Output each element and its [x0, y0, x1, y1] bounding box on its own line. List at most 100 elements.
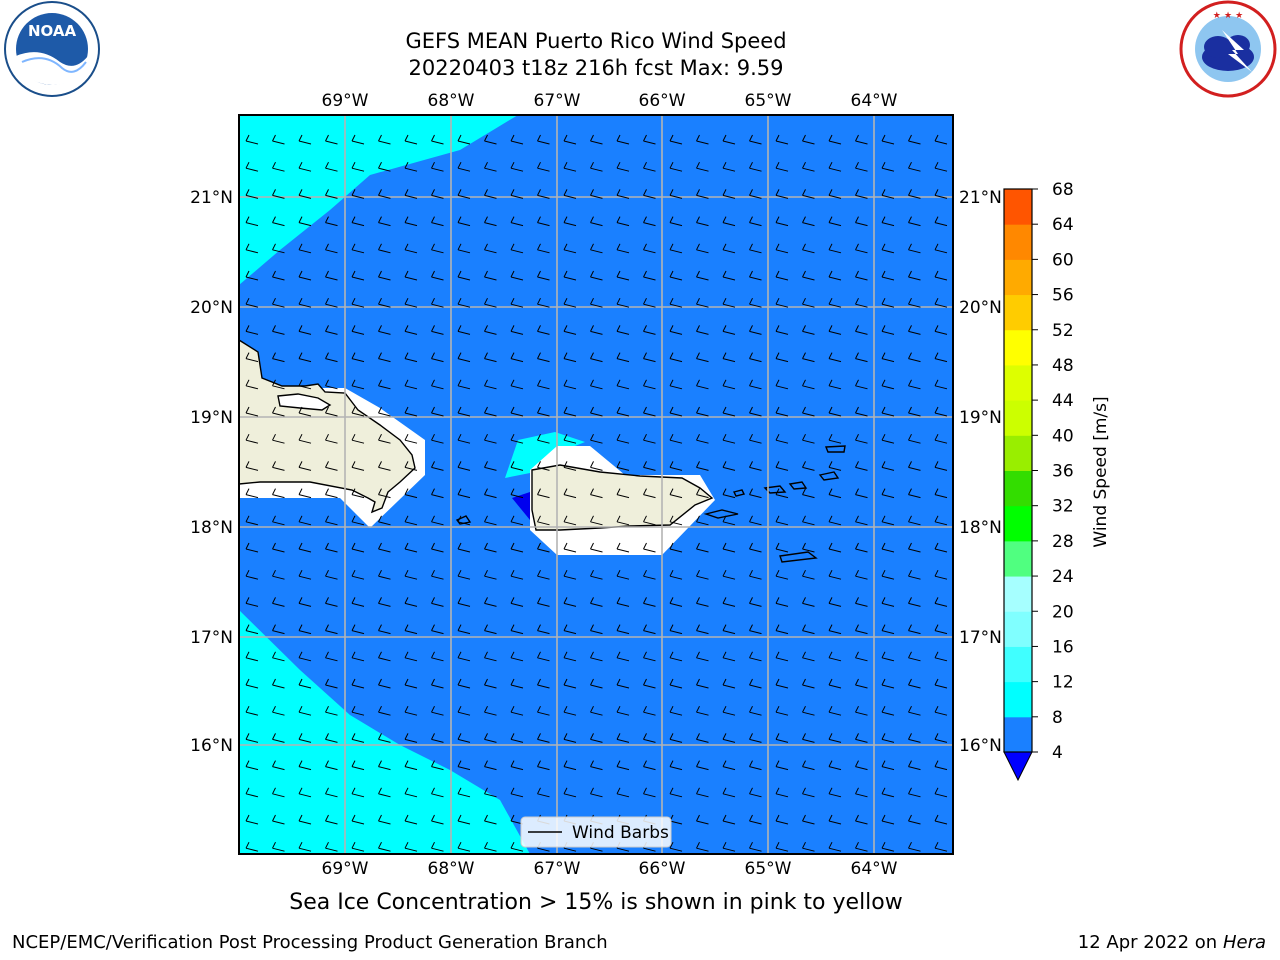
wind-barb — [245, 406, 259, 417]
wind-barb — [272, 161, 285, 172]
wind-barb — [351, 216, 365, 227]
longitude-label: 64°W — [851, 859, 898, 879]
wind-barb — [537, 270, 550, 281]
wind-barb — [855, 787, 868, 798]
wind-barb — [855, 161, 868, 172]
wind-barb — [431, 243, 444, 254]
wind-barb — [855, 134, 868, 145]
wind-barb — [696, 814, 709, 825]
wind-barb — [881, 379, 895, 390]
wind-barb — [272, 461, 285, 471]
wind-barb — [802, 841, 815, 852]
wind-barb — [537, 733, 550, 743]
wind-barb — [643, 733, 656, 743]
wind-barb — [590, 651, 603, 662]
wind-barb — [802, 189, 815, 199]
wind-barb — [802, 515, 815, 526]
wind-barb — [722, 678, 736, 689]
wind-barb — [378, 841, 391, 852]
wind-barb — [855, 488, 868, 499]
wind-barb — [298, 678, 312, 689]
wind-barb — [351, 841, 365, 852]
wind-barb — [537, 406, 550, 417]
wind-barb — [643, 216, 656, 227]
wind-barb — [669, 787, 683, 798]
wind-barb — [404, 134, 418, 145]
wind-barb — [590, 161, 603, 172]
wind-barb — [881, 433, 895, 444]
wind-barb — [431, 597, 444, 607]
wind-barb — [590, 542, 603, 553]
wind-barb — [510, 678, 524, 689]
wind-barb — [669, 651, 683, 662]
wind-barb — [510, 733, 524, 743]
wind-barb — [802, 297, 815, 308]
wind-barb — [908, 161, 921, 172]
wind-barb — [510, 651, 524, 662]
wind-barb — [245, 461, 259, 471]
wind-barb — [431, 651, 444, 662]
wind-barb — [908, 841, 921, 852]
wind-barb — [245, 624, 259, 635]
wind-barb — [378, 352, 391, 363]
wind-barb — [378, 189, 391, 199]
wind-barb — [563, 161, 577, 172]
wind-barb — [643, 651, 656, 662]
colorbar-tick-label: 16 — [1052, 637, 1074, 657]
wind-barb — [934, 542, 948, 553]
wind-barb — [643, 760, 656, 771]
wind-barb — [722, 406, 736, 417]
wind-barb — [537, 597, 550, 607]
wind-barb — [245, 787, 259, 798]
wind-barb — [245, 161, 259, 172]
wind-barb — [855, 733, 868, 743]
wind-barb — [643, 488, 656, 499]
wind-barb — [431, 352, 444, 363]
wind-barb — [616, 379, 630, 390]
wind-barb — [325, 488, 338, 499]
wind-barb — [378, 297, 391, 308]
wind-barb — [908, 624, 921, 635]
wind-barb — [298, 651, 312, 662]
wind-barb — [537, 325, 550, 335]
wind-barb — [325, 352, 338, 363]
wind-barb — [643, 243, 656, 254]
wind-barb — [749, 461, 762, 471]
wind-barb — [722, 488, 736, 499]
wind-barb — [855, 569, 868, 580]
wind-barb — [245, 379, 259, 390]
wind-barb — [775, 189, 789, 199]
wind-barb — [775, 733, 789, 743]
wind-barb — [590, 461, 603, 471]
longitude-label: 66°W — [639, 91, 686, 111]
wind-barb — [272, 760, 285, 771]
wind-barb — [325, 461, 338, 471]
svg-text:NOAA: NOAA — [28, 22, 77, 40]
wind-barb — [457, 325, 471, 335]
wind-barb — [722, 597, 736, 607]
wind-barb — [616, 461, 630, 471]
wind-barb — [351, 597, 365, 607]
wind-barb — [272, 542, 285, 553]
longitude-label: 64°W — [851, 91, 898, 111]
wind-barb — [749, 678, 762, 689]
wind-barb — [616, 243, 630, 254]
wind-barb — [431, 433, 444, 444]
wind-barb — [537, 352, 550, 363]
wind-barb — [457, 134, 471, 145]
wind-barb — [351, 733, 365, 743]
wind-barb — [351, 787, 365, 798]
latitude-label: 20°N — [959, 298, 1002, 318]
wind-barb — [696, 841, 709, 852]
wind-barb — [934, 189, 948, 199]
wind-barb — [457, 161, 471, 172]
latitude-label: 18°N — [959, 518, 1002, 538]
wind-barb — [510, 515, 524, 526]
wind-barb — [272, 787, 285, 798]
wind-barb — [351, 651, 365, 662]
wind-barb — [855, 406, 868, 417]
latitude-label: 18°N — [190, 518, 233, 538]
wind-barb — [934, 352, 948, 363]
wind-barb — [855, 270, 868, 281]
wind-barb — [245, 705, 259, 716]
